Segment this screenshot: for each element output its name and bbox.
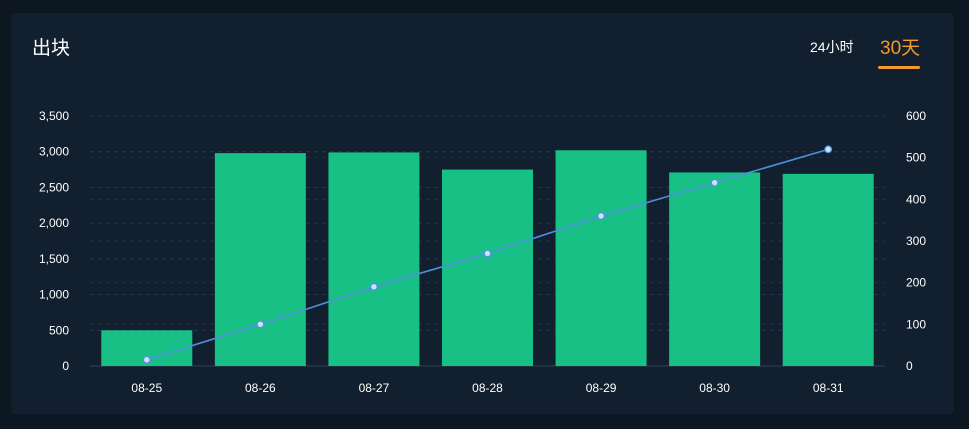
y-left-tick-label: 500 [49, 323, 69, 337]
bar-08-26 [214, 153, 306, 366]
y-right-tick-label: 300 [906, 234, 926, 248]
y-right-tick-label: 0 [906, 359, 913, 373]
y-right-tick-label: 600 [906, 109, 926, 123]
line-point-08-28 [483, 249, 492, 258]
x-tick-label: 08-26 [245, 381, 276, 395]
line-point-08-25 [142, 355, 151, 364]
y-left-tick-label: 0 [62, 359, 69, 373]
y-right-tick-label: 200 [906, 276, 926, 290]
x-tick-label: 08-29 [586, 381, 617, 395]
x-tick-label: 08-28 [472, 381, 503, 395]
x-tick-label: 08-30 [699, 381, 730, 395]
y-right-tick-label: 500 [906, 151, 926, 165]
y-right-tick-label: 100 [906, 317, 926, 331]
line-point-08-30 [710, 178, 719, 187]
x-tick-label: 08-27 [359, 381, 390, 395]
line-point-08-26 [256, 320, 265, 329]
line-point-08-29 [597, 212, 605, 220]
tab-30d[interactable]: 30天 [880, 38, 921, 59]
tab-24h[interactable]: 24小时 [810, 39, 854, 55]
y-left-tick-label: 2,500 [39, 180, 69, 194]
x-tick-label: 08-31 [813, 381, 844, 395]
y-left-tick-label: 3,500 [39, 109, 69, 123]
x-tick-label: 08-25 [131, 381, 162, 395]
panel-title: 出块 [32, 38, 71, 59]
y-left-tick-label: 1,000 [39, 288, 69, 302]
y-right-tick-label: 400 [906, 192, 926, 206]
y-left-tick-label: 3,000 [39, 145, 69, 159]
bar-08-31 [782, 173, 874, 366]
y-left-tick-label: 2,000 [39, 216, 69, 230]
y-left-tick-label: 1,500 [39, 252, 69, 266]
bar-08-27 [328, 152, 420, 366]
line-point-08-27 [370, 282, 378, 291]
bar-08-30 [669, 172, 761, 366]
line-point-08-31 [824, 145, 833, 154]
active-tab-indicator [878, 66, 920, 69]
bar-08-28 [442, 169, 533, 366]
bar-08-29 [555, 150, 647, 366]
